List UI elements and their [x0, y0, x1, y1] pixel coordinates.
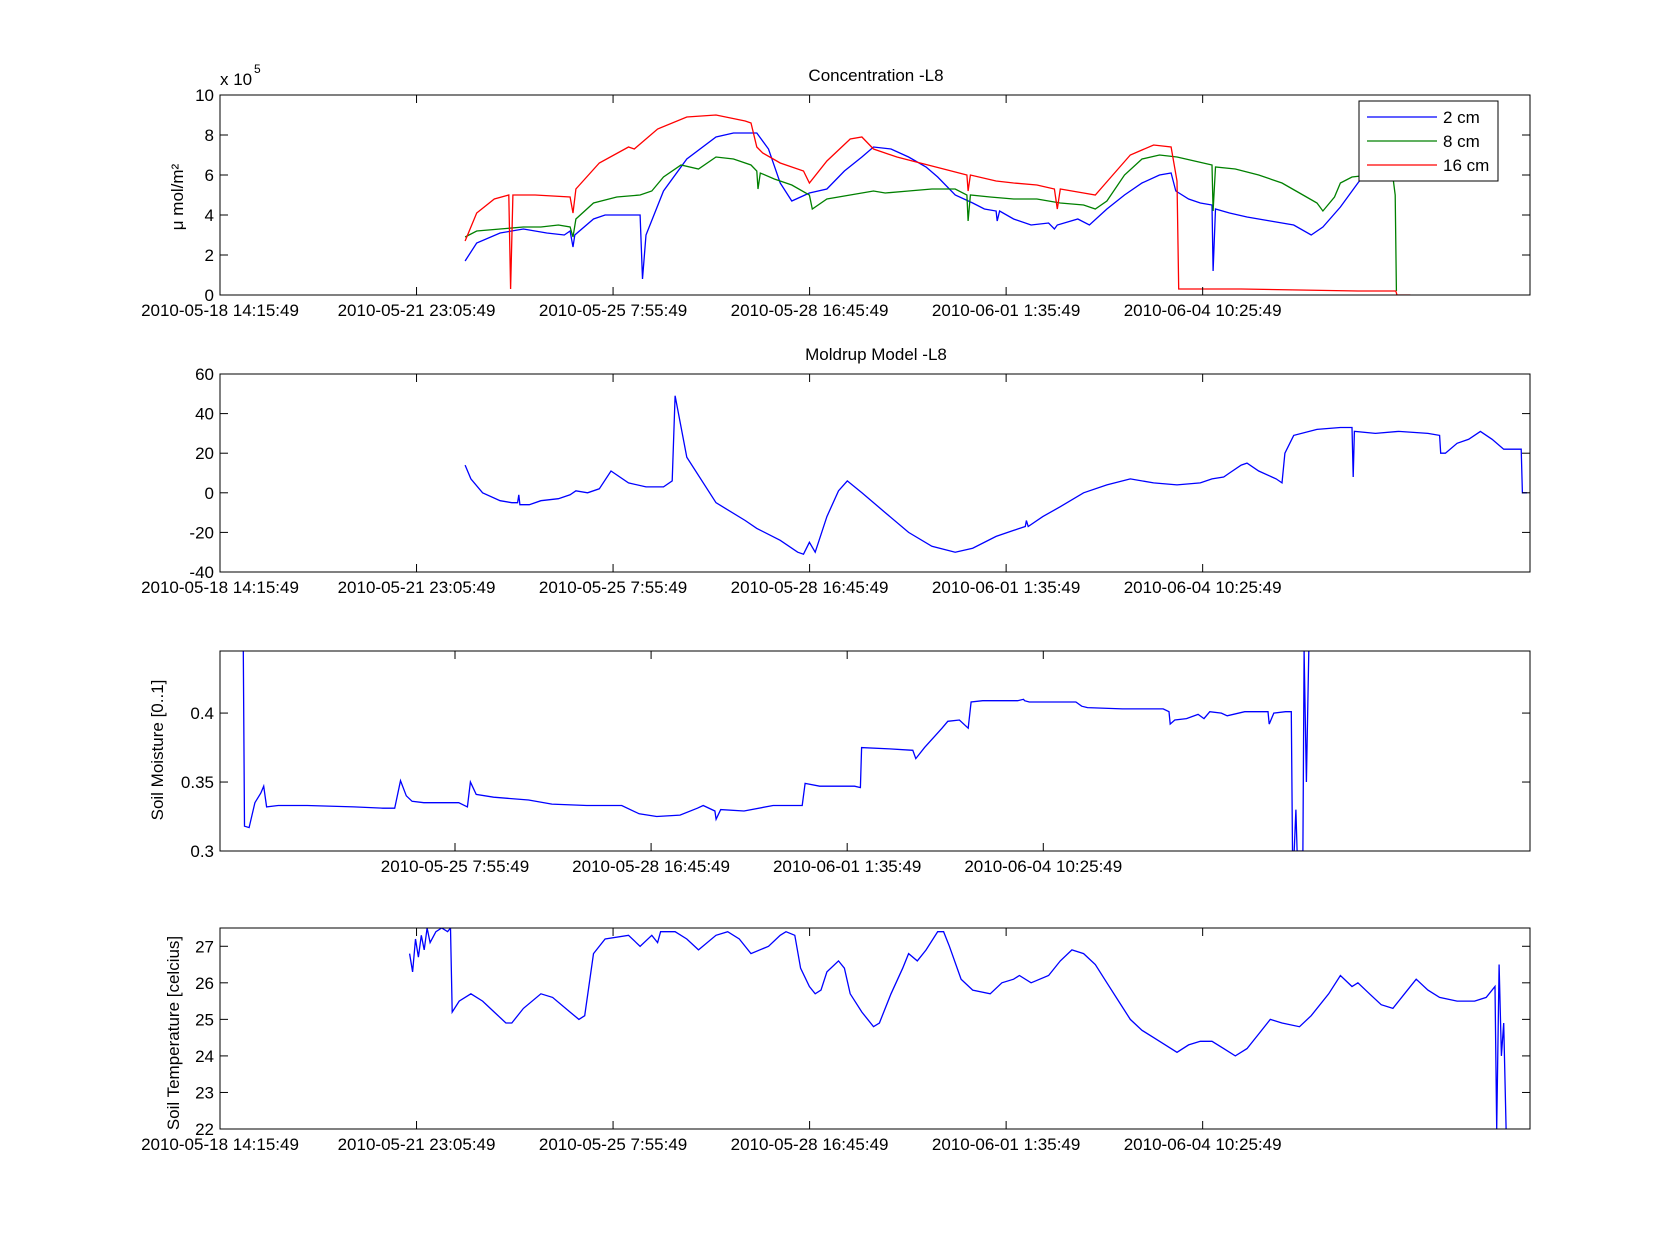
x-tick-label: 2010-06-01 1:35:49 — [932, 301, 1080, 320]
panel-concentration-ylabel: μ mol/m² — [168, 163, 187, 230]
panel-soil-moisture: Soil Moisture [0..1] 0.3 0.35 0.4 2010-05-2… — [148, 650, 1531, 876]
panel-concentration-title: Concentration -L8 — [808, 66, 943, 85]
x-tick-label: 2010-05-25 7:55:49 — [539, 301, 687, 320]
y-tick-label: 26 — [195, 974, 214, 993]
y-tick-label: 0.3 — [190, 842, 214, 861]
y-tick-label: 60 — [195, 365, 214, 384]
panel-soil-temperature: Soil Temperature [celcius] 22 23 24 25 26 27 2… — [141, 927, 1531, 1154]
x-tick-label: 2010-05-28 16:45:49 — [731, 1135, 889, 1154]
panel-moldrup-title: Moldrup Model -L8 — [805, 345, 947, 364]
x-tick-label: 2010-06-04 10:25:49 — [1124, 301, 1282, 320]
y-tick-label: 25 — [195, 1010, 214, 1029]
panel-moldrup: Moldrup Model -L8 -40 -20 0 20 40 60 2010-05-1… — [141, 345, 1531, 597]
x-tick-label: 2010-05-28 16:45:49 — [731, 301, 889, 320]
y-tick-label: 4 — [205, 206, 214, 225]
soil-moisture-series-line-0 — [242, 651, 1310, 851]
x-tick-label: 2010-05-18 14:15:49 — [141, 578, 299, 597]
y-tick-label: 0.35 — [181, 773, 214, 792]
concentration-series-line-8-cm — [464, 154, 1398, 292]
y-exponent-label: x 10 — [220, 70, 252, 89]
legend-label: 2 cm — [1443, 108, 1480, 127]
x-tick-label: 2010-05-25 7:55:49 — [539, 578, 687, 597]
y-tick-label: -20 — [189, 523, 214, 542]
y-tick-label: 23 — [195, 1083, 214, 1102]
y-tick-label: 6 — [205, 166, 214, 185]
y-tick-label: 24 — [195, 1047, 214, 1066]
x-tick-label: 2010-06-04 10:25:49 — [1124, 1135, 1282, 1154]
y-exponent-value: 5 — [254, 62, 261, 76]
panel-concentration: Concentration -L8 x 10 5 μ mol/m² 0 2 4 6 8 1… — [141, 62, 1531, 320]
x-tick-label: 2010-06-04 10:25:49 — [1124, 578, 1282, 597]
y-tick-label: 0.4 — [190, 704, 214, 723]
concentration-series-line-16-cm — [464, 114, 1411, 295]
x-tick-label: 2010-06-01 1:35:49 — [932, 1135, 1080, 1154]
x-tick-label: 2010-06-01 1:35:49 — [773, 857, 921, 876]
x-tick-label: 2010-05-18 14:15:49 — [141, 301, 299, 320]
x-tick-label: 2010-05-28 16:45:49 — [731, 578, 889, 597]
x-tick-label: 2010-05-28 16:45:49 — [572, 857, 730, 876]
x-tick-label: 2010-06-01 1:35:49 — [932, 578, 1080, 597]
panel-soil-moisture-ylabel: Soil Moisture [0..1] — [148, 680, 167, 821]
y-tick-label: 0 — [205, 484, 214, 503]
x-tick-label: 2010-05-21 23:05:49 — [338, 578, 496, 597]
panel-soil-temperature-ylabel: Soil Temperature [celcius] — [164, 936, 183, 1130]
x-tick-label: 2010-06-04 10:25:49 — [964, 857, 1122, 876]
y-tick-label: 8 — [205, 126, 214, 145]
x-tick-label: 2010-05-18 14:15:49 — [141, 1135, 299, 1154]
concentration-series-line-2-cm — [464, 132, 1376, 280]
y-tick-label: 40 — [195, 405, 214, 424]
y-tick-label: -40 — [189, 563, 214, 582]
x-tick-label: 2010-05-25 7:55:49 — [381, 857, 529, 876]
y-tick-label: 20 — [195, 444, 214, 463]
moldrup-axes-frame — [219, 373, 1531, 573]
legend-label: 16 cm — [1443, 156, 1489, 175]
concentration-axes-frame — [219, 94, 1531, 296]
moldrup-series-line-0 — [464, 395, 1528, 556]
legend: 2 cm 8 cm 16 cm — [1358, 100, 1499, 182]
legend-label: 8 cm — [1443, 132, 1480, 151]
soil-moisture-axes-frame — [219, 650, 1531, 852]
x-tick-label: 2010-05-25 7:55:49 — [539, 1135, 687, 1154]
y-tick-label: 0 — [205, 286, 214, 305]
y-tick-label: 10 — [195, 86, 214, 105]
y-tick-label: 2 — [205, 246, 214, 265]
y-tick-label: 27 — [195, 937, 214, 956]
x-tick-label: 2010-05-21 23:05:49 — [338, 301, 496, 320]
soil-temperature-series-line-0 — [408, 928, 1507, 1129]
soil-temperature-axes-frame — [219, 927, 1531, 1130]
y-tick-label: 22 — [195, 1120, 214, 1139]
x-tick-label: 2010-05-21 23:05:49 — [338, 1135, 496, 1154]
